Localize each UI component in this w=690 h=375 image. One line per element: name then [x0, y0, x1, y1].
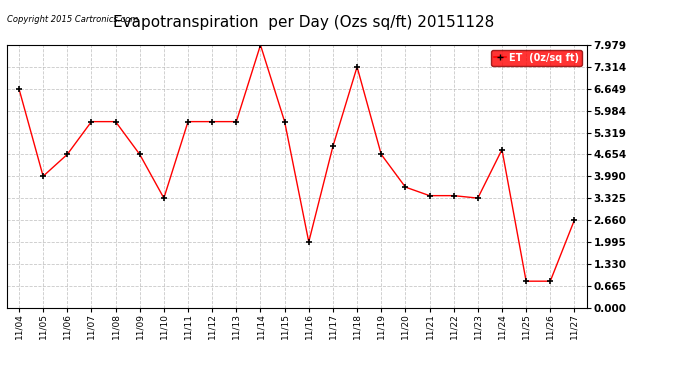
Text: Evapotranspiration  per Day (Ozs sq/ft) 20151128: Evapotranspiration per Day (Ozs sq/ft) 2…: [113, 15, 494, 30]
Text: Copyright 2015 Cartronics.com: Copyright 2015 Cartronics.com: [7, 15, 138, 24]
Legend: ET  (0z/sq ft): ET (0z/sq ft): [491, 50, 582, 66]
